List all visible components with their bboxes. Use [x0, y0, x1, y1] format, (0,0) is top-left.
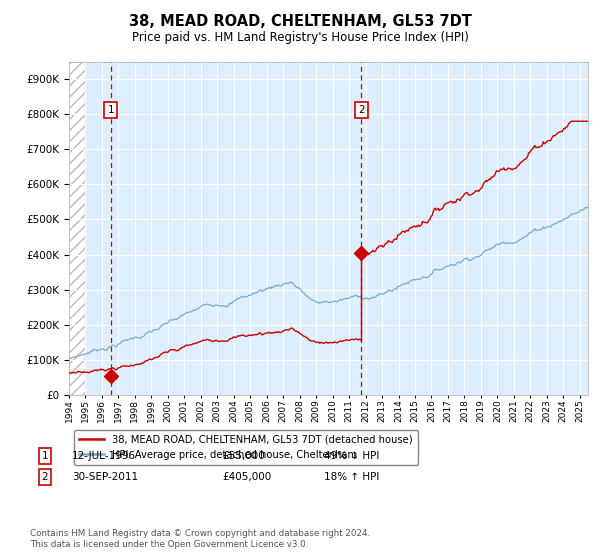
Text: 49% ↓ HPI: 49% ↓ HPI: [324, 451, 379, 461]
Text: 18% ↑ HPI: 18% ↑ HPI: [324, 472, 379, 482]
Text: 2: 2: [41, 472, 49, 482]
Text: 1: 1: [41, 451, 49, 461]
Text: 1: 1: [107, 105, 114, 115]
Text: 38, MEAD ROAD, CHELTENHAM, GL53 7DT: 38, MEAD ROAD, CHELTENHAM, GL53 7DT: [128, 14, 472, 29]
Bar: [69, 62, 85, 395]
Legend: 38, MEAD ROAD, CHELTENHAM, GL53 7DT (detached house), HPI: Average price, detach: 38, MEAD ROAD, CHELTENHAM, GL53 7DT (det…: [74, 430, 418, 465]
Text: 30-SEP-2011: 30-SEP-2011: [72, 472, 138, 482]
Text: 12-JUL-1996: 12-JUL-1996: [72, 451, 136, 461]
Text: Contains HM Land Registry data © Crown copyright and database right 2024.
This d: Contains HM Land Registry data © Crown c…: [30, 529, 370, 549]
Text: Price paid vs. HM Land Registry's House Price Index (HPI): Price paid vs. HM Land Registry's House …: [131, 31, 469, 44]
Text: 2: 2: [358, 105, 365, 115]
Text: £55,000: £55,000: [222, 451, 265, 461]
Text: £405,000: £405,000: [222, 472, 271, 482]
